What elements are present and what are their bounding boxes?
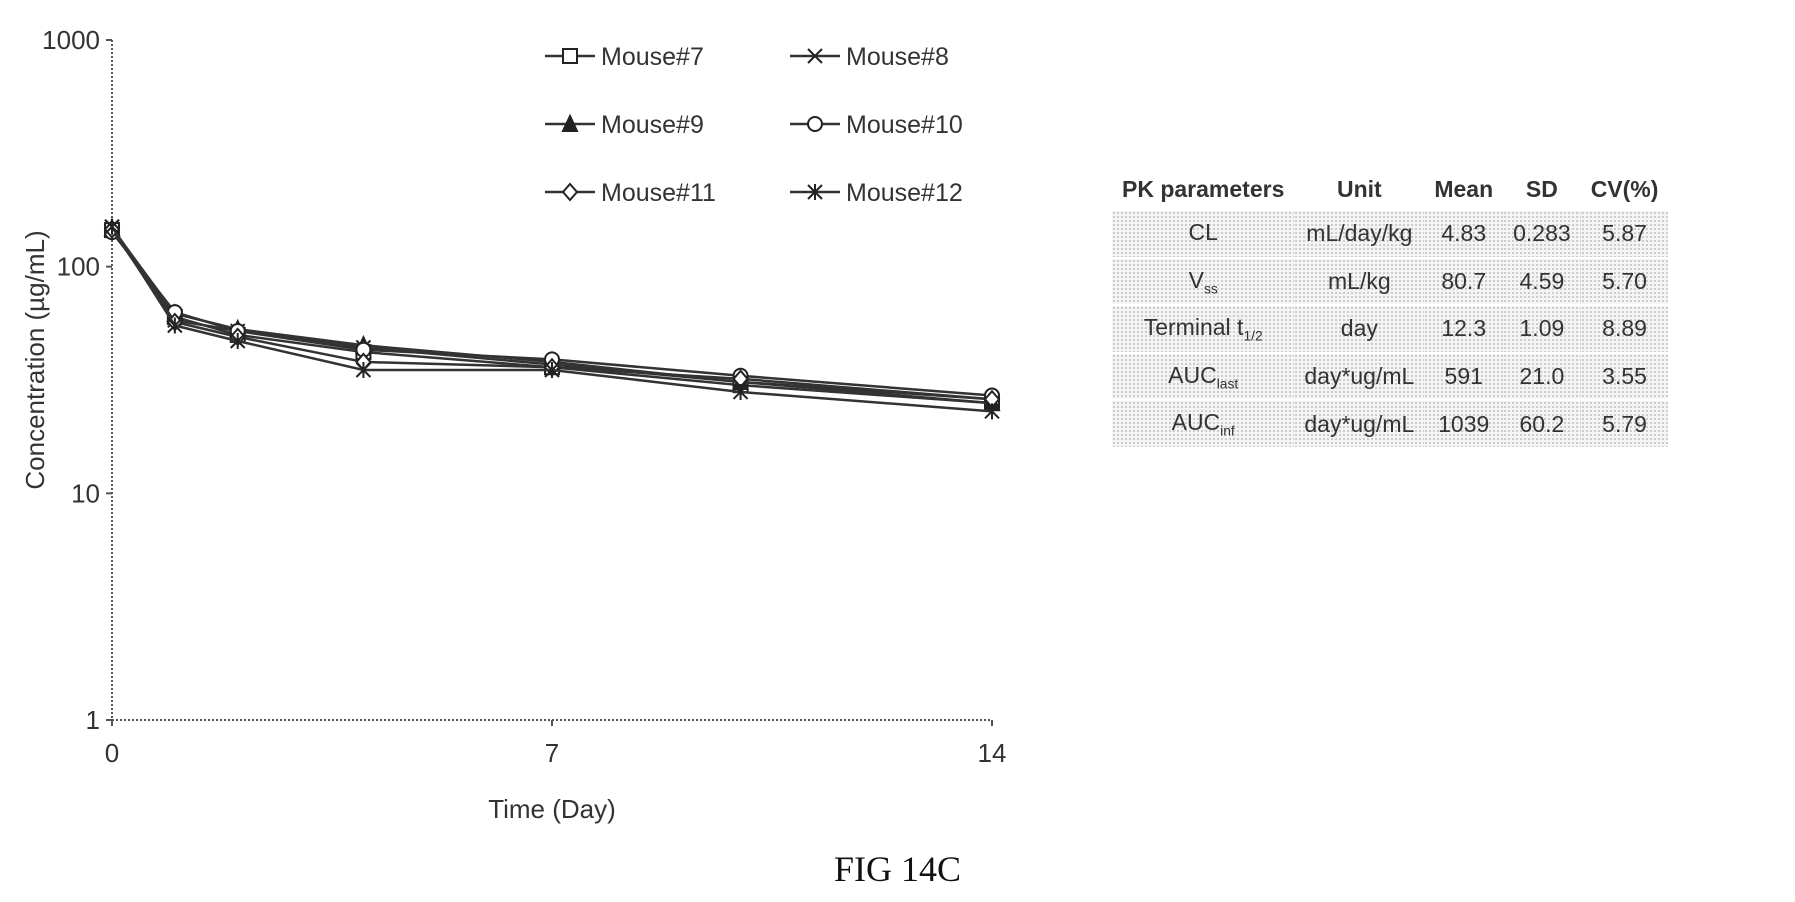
legend-label: Mouse#12: [846, 179, 963, 207]
pk-unit-cell: day*ug/mL: [1294, 352, 1425, 402]
pk-header-unit: Unit: [1336, 176, 1382, 202]
legend-item: Mouse#7: [545, 43, 704, 71]
data-point: [355, 362, 372, 379]
pk-param-subscript: 1/2: [1243, 328, 1263, 344]
pk-unit-cell: mL/kg: [1294, 257, 1425, 307]
series-mouse-9: [103, 217, 1001, 412]
pk-param-name: V: [1188, 266, 1204, 293]
data-point: [230, 332, 246, 349]
series-mouse-11: [103, 219, 1001, 409]
pk-chart: 1 10 100 1000 0 7 14 Time (Day) Concentration (µ…: [20, 25, 1006, 824]
y-tick-label: 100: [57, 252, 100, 282]
legend-label: Mouse#9: [601, 111, 704, 139]
y-tick-label: 1000: [42, 25, 100, 55]
legend-marker: [807, 184, 823, 200]
x-tick-label: 14: [978, 738, 1007, 768]
series-line: [110, 226, 993, 413]
pk-table-header-row: PK parameters Unit Mean SD CV(%): [1112, 168, 1668, 211]
series-mouse-8: [104, 219, 1000, 407]
legend-marker: [807, 48, 823, 64]
pk-sd-cell: 1.09: [1503, 305, 1581, 354]
figure-caption: FIG 14C: [833, 849, 962, 889]
pk-mean-cell: 4.83: [1424, 211, 1504, 259]
chart-legend: Mouse#7 Mouse#8 Mouse#9 Mouse#10 Mouse#11 Mou…: [545, 43, 963, 207]
pk-param-subscript: ss: [1203, 281, 1218, 297]
pk-header-sd: SD: [1525, 176, 1558, 202]
pk-param-cell: AUClast: [1112, 352, 1295, 402]
chart-axes: 1 10 100 1000 0 7 14 Time (Day) Concentration (µ…: [20, 25, 1006, 824]
data-point: [104, 218, 120, 235]
pk-param-name: CL: [1188, 219, 1218, 245]
data-point: [167, 317, 183, 334]
pk-param-cell: Vss: [1112, 257, 1295, 307]
legend-marker: [562, 48, 578, 64]
y-tick-label: 1: [86, 705, 100, 735]
pk-param-name: AUC: [1168, 361, 1217, 388]
series-mouse-12: [104, 218, 1000, 420]
pk-param-cell: AUCinf: [1112, 400, 1295, 449]
legend-marker: [807, 116, 823, 132]
legend-item: Mouse#10: [790, 111, 963, 139]
legend-marker: [561, 182, 579, 202]
pk-param-name: AUC: [1171, 409, 1221, 436]
pk-mean-cell: 1039: [1424, 400, 1504, 449]
legend-label: Mouse#11: [601, 179, 716, 207]
pk-cv-cell: 5.70: [1580, 257, 1669, 307]
pk-unit-cell: mL/day/kg: [1294, 211, 1425, 259]
pk-sd-cell: 0.283: [1503, 211, 1581, 259]
legend-label: Mouse#7: [601, 43, 704, 71]
pk-cv-cell: 3.55: [1580, 352, 1669, 402]
pk-header-cv: CV(%): [1590, 176, 1659, 202]
pk-sd-cell: 4.59: [1503, 257, 1581, 307]
pk-mean-cell: 591: [1424, 352, 1504, 402]
legend-item: Mouse#11: [545, 179, 716, 207]
pk-parameters-table: PK parameters Unit Mean SD CV(%) CL mL/d…: [1112, 168, 1669, 449]
pk-unit-cell: day: [1294, 305, 1425, 354]
data-point: [984, 403, 1000, 420]
series-mouse-7: [104, 222, 1000, 412]
x-axis-label: Time (Day): [488, 794, 616, 824]
pk-param-subscript: inf: [1220, 423, 1235, 439]
pk-param-name: Terminal t: [1143, 314, 1244, 341]
y-tick-label: 10: [71, 478, 100, 508]
pk-param-cell: CL: [1112, 211, 1295, 259]
pk-mean-cell: 12.3: [1424, 305, 1504, 354]
pk-cv-cell: 5.79: [1580, 400, 1669, 449]
pk-cv-cell: 5.87: [1580, 211, 1669, 259]
pk-cv-cell: 8.89: [1580, 305, 1669, 354]
legend-label: Mouse#8: [846, 43, 949, 71]
pk-param-cell: Terminal t1/2: [1112, 305, 1295, 354]
pk-unit-cell: day*ug/mL: [1294, 400, 1425, 449]
data-point: [544, 362, 560, 379]
data-point: [732, 383, 749, 400]
legend-item: Mouse#12: [790, 179, 963, 207]
table-row: Terminal t1/2 day 12.3 1.09 8.89: [1112, 305, 1669, 354]
table-row: AUCinf day*ug/mL 1039 60.2 5.79: [1112, 400, 1669, 449]
legend-label: Mouse#10: [846, 111, 963, 139]
y-axis-label: Concentration (µg/mL): [20, 230, 50, 489]
pk-header-parameter: PK parameters: [1122, 176, 1285, 202]
pk-sd-cell: 21.0: [1503, 352, 1581, 402]
legend-item: Mouse#9: [545, 111, 704, 139]
pk-sd-cell: 60.2: [1503, 400, 1581, 449]
table-row: Vss mL/kg 80.7 4.59 5.70: [1112, 257, 1669, 307]
x-tick-label: 0: [105, 738, 119, 768]
pk-header-mean: Mean: [1434, 176, 1494, 202]
legend-marker: [561, 113, 579, 132]
chart-series: [103, 217, 1001, 420]
x-tick-label: 7: [545, 738, 559, 768]
pk-mean-cell: 80.7: [1424, 257, 1504, 307]
pk-param-subscript: last: [1216, 376, 1239, 392]
table-row: CL mL/day/kg 4.83 0.283 5.87: [1112, 211, 1669, 259]
legend-item: Mouse#8: [790, 43, 949, 71]
table-row: AUClast day*ug/mL 591 21.0 3.55: [1112, 352, 1669, 402]
